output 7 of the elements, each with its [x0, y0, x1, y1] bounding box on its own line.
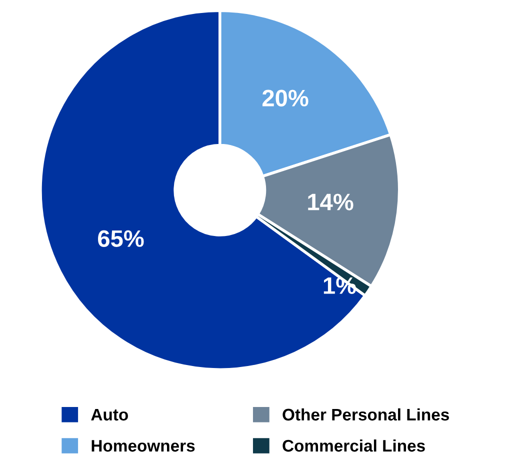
- data-label: 65%: [98, 230, 144, 247]
- data-label: 14%: [308, 194, 354, 210]
- legend-label: Commercial Lines: [282, 439, 425, 452]
- legend-label: Auto: [91, 408, 128, 421]
- data-label: 20%: [262, 90, 308, 106]
- legend-label: Other Personal Lines: [282, 408, 449, 421]
- legend-label: Homeowners: [92, 440, 195, 452]
